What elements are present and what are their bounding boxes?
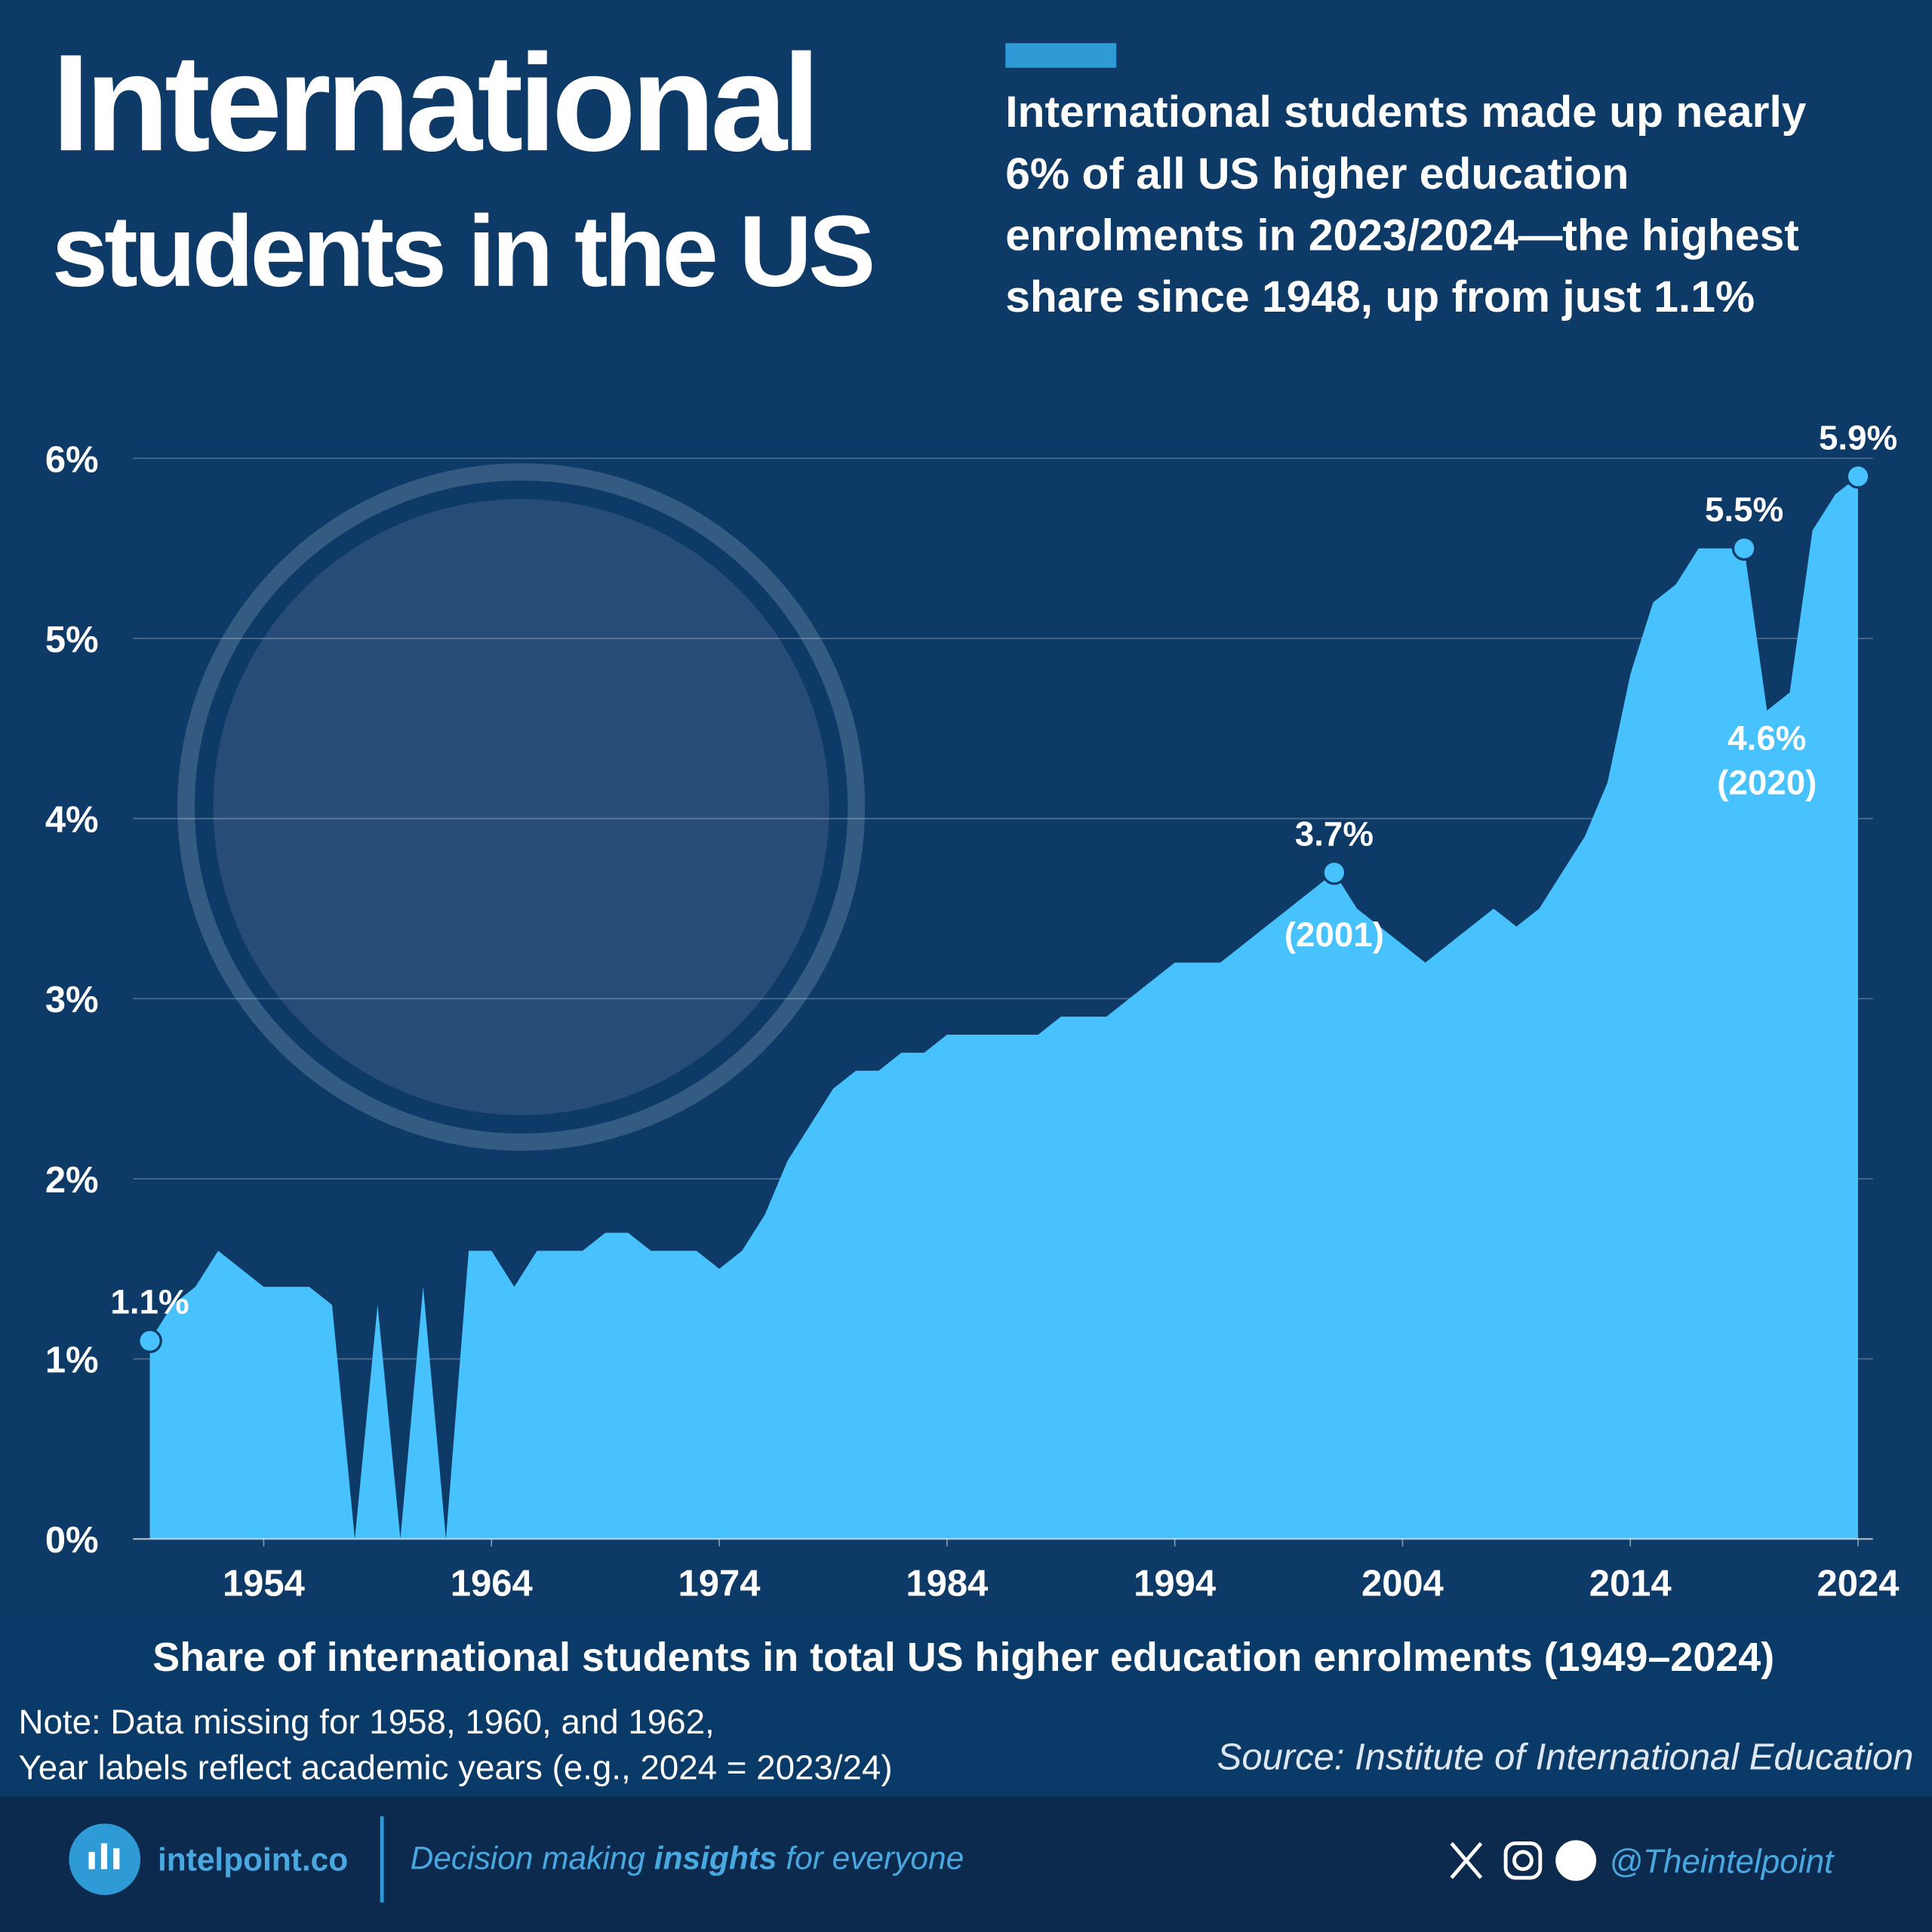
tagline: Decision making insights for everyone <box>411 1841 964 1876</box>
watermark-globe <box>213 499 829 1115</box>
facebook-icon <box>1555 1840 1597 1881</box>
annotation-label: 1.1% <box>110 1283 189 1321</box>
tagline-part: for everyone <box>786 1841 964 1876</box>
note-line: Note: Data missing for 1958, 1960, and 1… <box>18 1703 714 1741</box>
point-marker <box>1321 860 1347 885</box>
handle: @Theintelpoint <box>1609 1844 1835 1881</box>
caption: Share of international students in total… <box>152 1635 1774 1680</box>
source: Source: Institute of International Educa… <box>1217 1737 1914 1777</box>
x-tick-label: 2004 <box>1361 1563 1444 1604</box>
y-tick-label: 3% <box>45 980 99 1020</box>
title-line: students in the US <box>52 195 873 308</box>
x-tick-label: 2024 <box>1817 1563 1900 1604</box>
y-tick-label: 4% <box>45 800 99 841</box>
logo-bar <box>88 1851 95 1869</box>
y-tick-label: 6% <box>45 439 99 480</box>
x-tick-label: 1994 <box>1134 1563 1216 1604</box>
area <box>149 1251 355 1540</box>
x-tick-label: 1984 <box>906 1563 988 1604</box>
area <box>445 476 1859 1540</box>
point-marker <box>1845 463 1871 489</box>
subtitle-line: share since 1948, up from just 1.1% <box>1005 272 1755 321</box>
watermark <box>177 463 866 1151</box>
x-tick-label: 1954 <box>223 1563 305 1604</box>
annotation-note: (2001) <box>1284 915 1384 954</box>
title-line: International <box>52 25 816 180</box>
logo-bar <box>113 1847 120 1869</box>
point-marker <box>137 1328 162 1354</box>
tagline-part: Decision making <box>411 1841 646 1876</box>
x-tick-label: 1974 <box>678 1563 761 1604</box>
annotation-label: 5.5% <box>1705 491 1783 529</box>
accent-bar <box>1005 43 1117 68</box>
social-icons <box>1450 1840 1597 1881</box>
caption-band <box>0 1623 1932 1797</box>
subtitle-line: International students made up nearly <box>1005 88 1807 137</box>
y-tick-label: 1% <box>45 1340 99 1381</box>
instagram-icon <box>1503 1841 1543 1880</box>
point-marker <box>1731 536 1757 561</box>
annotation-label: 4.6% <box>1727 719 1806 758</box>
annotation-label: 3.7% <box>1295 814 1374 853</box>
x-tick-label: 1964 <box>451 1563 533 1604</box>
area <box>355 1304 401 1540</box>
tagline-part: insights <box>654 1841 777 1876</box>
subtitle-line: enrolments in 2023/2024—the highest <box>1005 211 1799 260</box>
logo-bar <box>100 1843 108 1869</box>
subtitle-line: 6% of all US higher education <box>1005 149 1629 198</box>
note-line: Year labels reflect academic years (e.g.… <box>18 1749 892 1787</box>
instagram-lens <box>1512 1850 1534 1872</box>
x-tick-label: 2014 <box>1589 1563 1672 1604</box>
y-tick-label: 5% <box>45 620 99 660</box>
brand: intelpoint.co <box>158 1841 348 1877</box>
footer-band <box>0 1796 1932 1932</box>
watermark-ring <box>177 463 866 1151</box>
y-tick-label: 2% <box>45 1160 99 1201</box>
plot: 0% 1% 2% 3% 4% 5% 6% 1954 1964 1974 1984 1994 2004 20… <box>45 418 1900 1604</box>
annotation-note: (2020) <box>1717 763 1817 801</box>
area <box>400 1287 446 1540</box>
annotation-label: 5.9% <box>1819 418 1897 457</box>
x-icon <box>1450 1841 1483 1879</box>
y-tick-label: 0% <box>45 1520 99 1561</box>
logo <box>69 1823 141 1896</box>
